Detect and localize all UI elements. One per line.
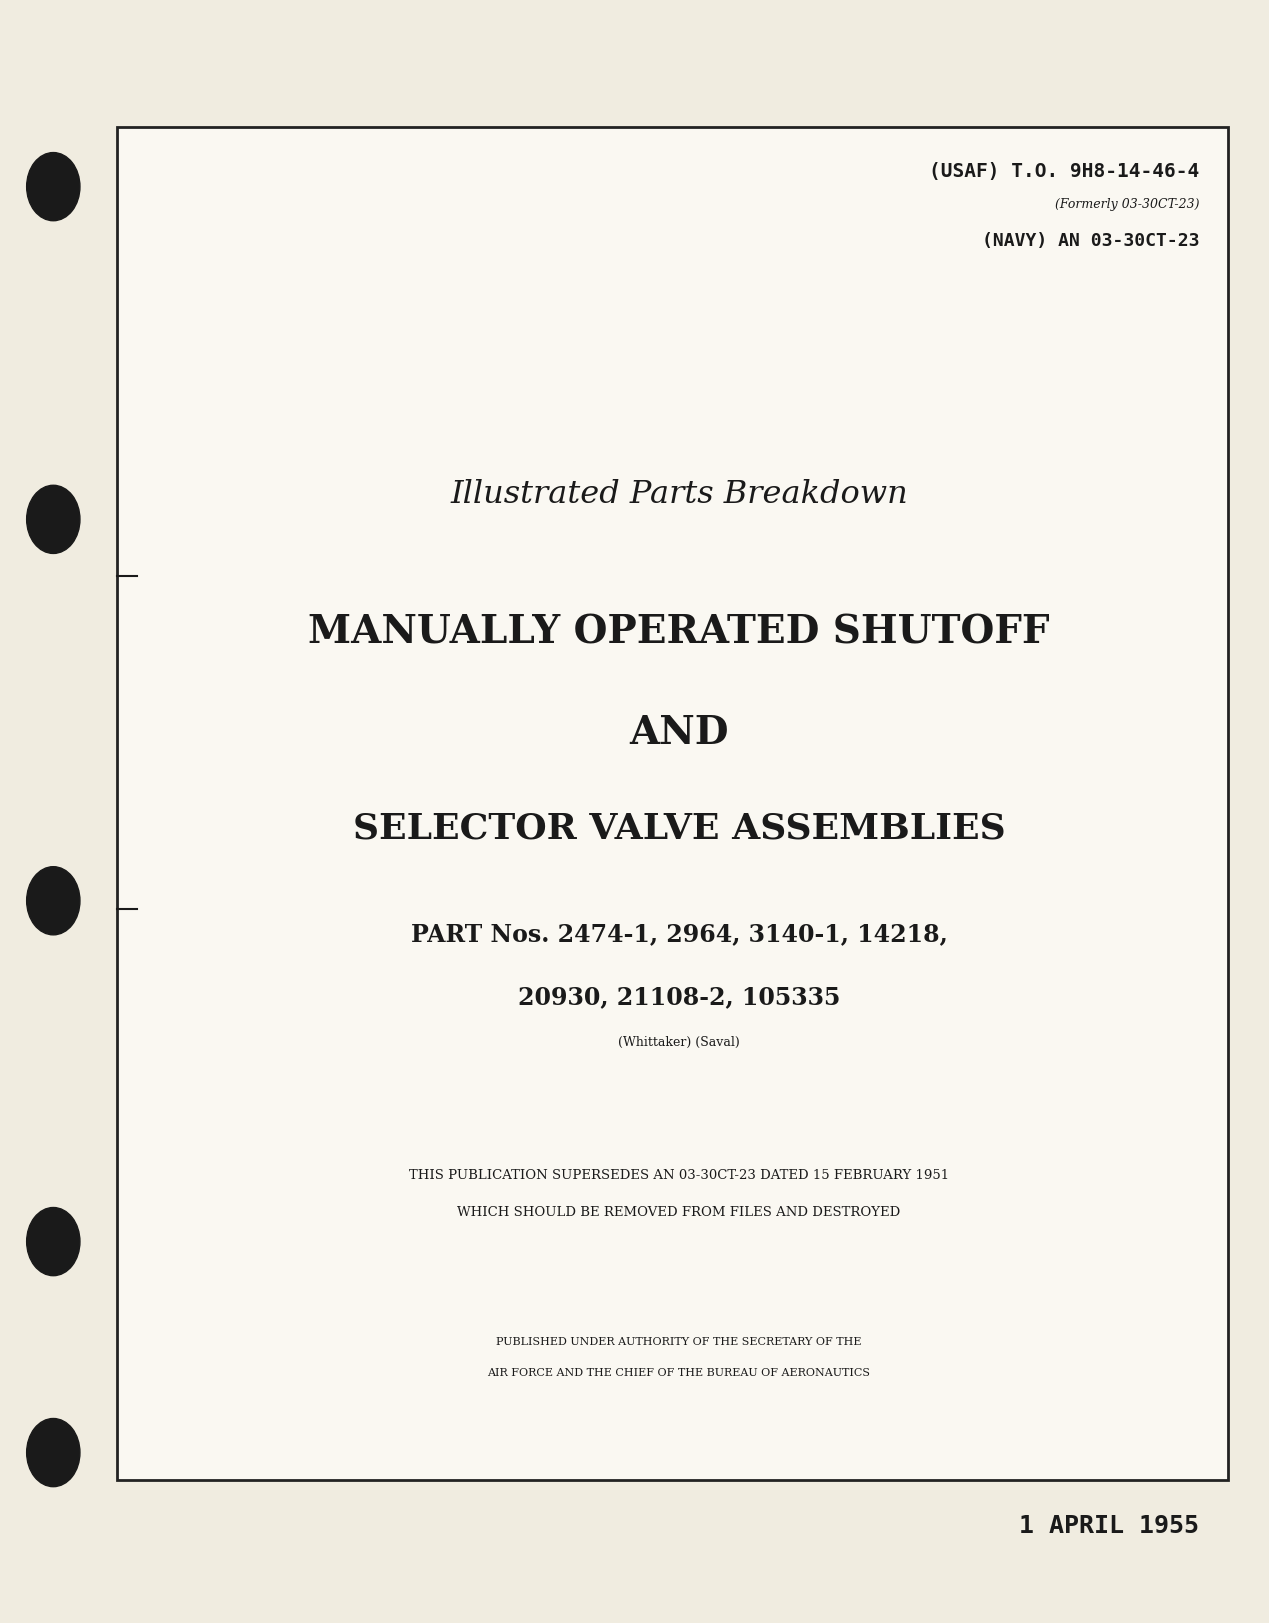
Circle shape <box>27 1419 80 1487</box>
Text: (Formerly 03-30CT-23): (Formerly 03-30CT-23) <box>1055 198 1199 211</box>
Circle shape <box>27 867 80 935</box>
Text: PUBLISHED UNDER AUTHORITY OF THE SECRETARY OF THE: PUBLISHED UNDER AUTHORITY OF THE SECRETA… <box>496 1337 862 1347</box>
Text: 1 APRIL 1955: 1 APRIL 1955 <box>1019 1514 1199 1539</box>
Text: THIS PUBLICATION SUPERSEDES AN 03-30CT-23 DATED 15 FEBRUARY 1951: THIS PUBLICATION SUPERSEDES AN 03-30CT-2… <box>409 1169 949 1182</box>
Text: (NAVY) AN 03-30CT-23: (NAVY) AN 03-30CT-23 <box>982 232 1199 250</box>
Circle shape <box>27 485 80 553</box>
Bar <box>117 127 1228 1480</box>
Text: WHICH SHOULD BE REMOVED FROM FILES AND DESTROYED: WHICH SHOULD BE REMOVED FROM FILES AND D… <box>457 1206 901 1219</box>
Text: AND: AND <box>629 714 728 751</box>
Text: Illustrated Parts Breakdown: Illustrated Parts Breakdown <box>450 479 907 510</box>
Circle shape <box>27 1208 80 1276</box>
Text: (Whittaker) (Saval): (Whittaker) (Saval) <box>618 1035 740 1048</box>
Text: SELECTOR VALVE ASSEMBLIES: SELECTOR VALVE ASSEMBLIES <box>353 812 1005 846</box>
Text: (USAF) T.O. 9H8-14-46-4: (USAF) T.O. 9H8-14-46-4 <box>929 162 1199 182</box>
Text: PART Nos. 2474-1, 2964, 3140-1, 14218,: PART Nos. 2474-1, 2964, 3140-1, 14218, <box>411 922 947 946</box>
Text: AIR FORCE AND THE CHIEF OF THE BUREAU OF AERONAUTICS: AIR FORCE AND THE CHIEF OF THE BUREAU OF… <box>487 1368 871 1378</box>
Circle shape <box>27 153 80 221</box>
Text: MANUALLY OPERATED SHUTOFF: MANUALLY OPERATED SHUTOFF <box>308 613 1049 651</box>
Text: 20930, 21108-2, 105335: 20930, 21108-2, 105335 <box>518 985 840 1010</box>
